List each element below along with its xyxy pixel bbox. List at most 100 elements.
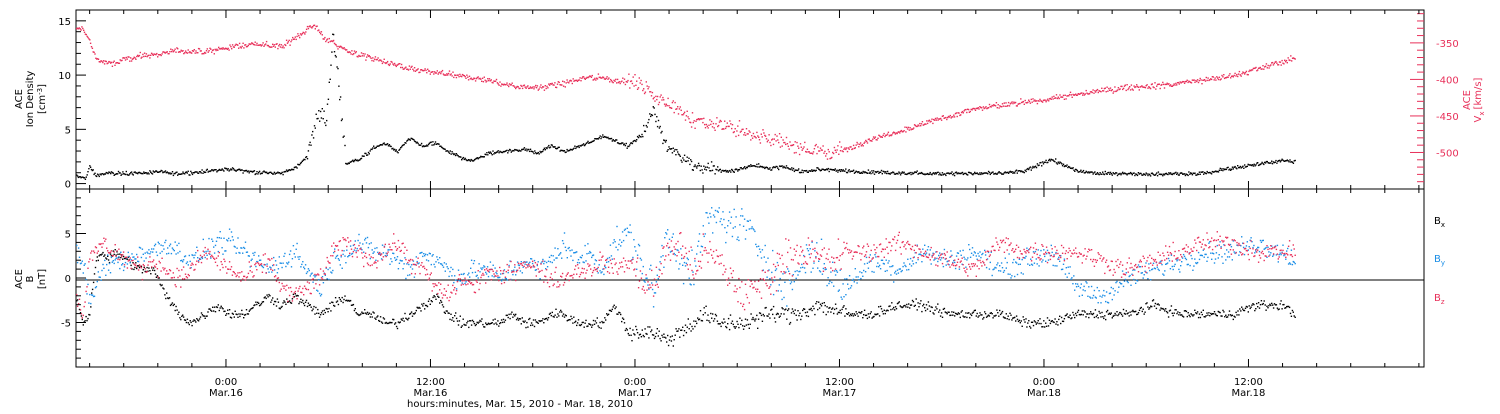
speed-point — [546, 88, 547, 89]
by-point — [543, 263, 544, 264]
by-point — [168, 253, 169, 254]
speed-point — [1168, 83, 1169, 84]
by-point — [350, 245, 351, 246]
density-point — [1082, 171, 1083, 172]
bx-point — [996, 309, 997, 310]
by-point — [394, 257, 395, 258]
speed-point — [408, 69, 409, 70]
density-point — [816, 170, 817, 171]
speed-point — [1265, 66, 1266, 67]
by-point — [219, 237, 220, 238]
speed-point — [561, 84, 562, 85]
by-point — [808, 250, 809, 251]
speed-point — [1093, 93, 1094, 94]
speed-point — [680, 106, 681, 107]
by-point — [215, 245, 216, 246]
bx-point — [893, 307, 894, 308]
speed-point — [549, 85, 550, 86]
density-point — [791, 167, 792, 168]
speed-point — [286, 40, 287, 41]
speed-point — [691, 126, 692, 127]
speed-point — [439, 71, 440, 72]
by-point — [373, 251, 374, 252]
speed-point — [484, 77, 485, 78]
speed-point — [687, 111, 688, 112]
speed-point — [1131, 84, 1132, 85]
speed-point — [712, 126, 713, 127]
speed-point — [706, 124, 707, 125]
by-point — [565, 247, 566, 248]
speed-point — [952, 116, 953, 117]
bx-point — [891, 302, 892, 303]
bx-point — [1176, 313, 1177, 314]
by-point — [640, 258, 641, 259]
bx-point — [308, 303, 309, 304]
density-point — [853, 170, 854, 171]
bx-point — [395, 322, 396, 323]
speed-point — [282, 47, 283, 48]
density-point — [89, 165, 90, 166]
bx-point — [209, 308, 210, 309]
speed-point — [499, 81, 500, 82]
by-point — [636, 269, 637, 270]
density-point — [911, 172, 912, 173]
bx-point — [305, 302, 306, 303]
bx-point — [942, 317, 943, 318]
bx-point — [96, 260, 97, 261]
bx-point — [355, 308, 356, 309]
by-point — [334, 248, 335, 249]
bx-point — [1189, 316, 1190, 317]
bx-point — [802, 310, 803, 311]
density-point — [887, 171, 888, 172]
by-point — [480, 267, 481, 268]
density-point — [1065, 166, 1066, 167]
speed-point — [726, 126, 727, 127]
speed-point — [400, 67, 401, 68]
bx-point — [504, 321, 505, 322]
speed-point — [847, 151, 848, 152]
speed-point — [1161, 84, 1162, 85]
speed-point — [197, 52, 198, 53]
by-point — [458, 270, 459, 271]
bx-point — [177, 314, 178, 315]
speed-point — [265, 43, 266, 44]
density-point — [259, 171, 260, 172]
speed-point — [1187, 82, 1188, 83]
by-point — [455, 279, 456, 280]
by-point — [709, 213, 710, 214]
bx-point — [367, 312, 368, 313]
bx-point — [604, 317, 605, 318]
by-point — [903, 262, 904, 263]
density-point — [1184, 173, 1185, 174]
bx-point — [1271, 303, 1272, 304]
by-point — [211, 239, 212, 240]
density-point — [664, 140, 665, 141]
by-point — [873, 272, 874, 273]
speed-point — [241, 47, 242, 48]
by-point — [508, 265, 509, 266]
density-point — [585, 144, 586, 145]
speed-point — [829, 151, 830, 152]
speed-point — [239, 43, 240, 44]
speed-point — [1214, 77, 1215, 78]
density-point — [575, 148, 576, 149]
by-point — [815, 256, 816, 257]
by-point — [371, 242, 372, 243]
density-point — [172, 171, 173, 172]
speed-point — [1263, 69, 1264, 70]
by-point — [773, 294, 774, 295]
bx-point — [234, 316, 235, 317]
by-point — [548, 261, 549, 262]
by-point — [776, 268, 777, 269]
bx-point — [236, 314, 237, 315]
by-point — [143, 254, 144, 255]
bx-point — [283, 300, 284, 301]
bx-point — [555, 309, 556, 310]
bx-point — [597, 317, 598, 318]
bx-point — [320, 314, 321, 315]
speed-point — [513, 85, 514, 86]
density-point — [326, 120, 327, 121]
by-point — [335, 257, 336, 258]
by-point — [697, 245, 698, 246]
by-point — [276, 264, 277, 265]
